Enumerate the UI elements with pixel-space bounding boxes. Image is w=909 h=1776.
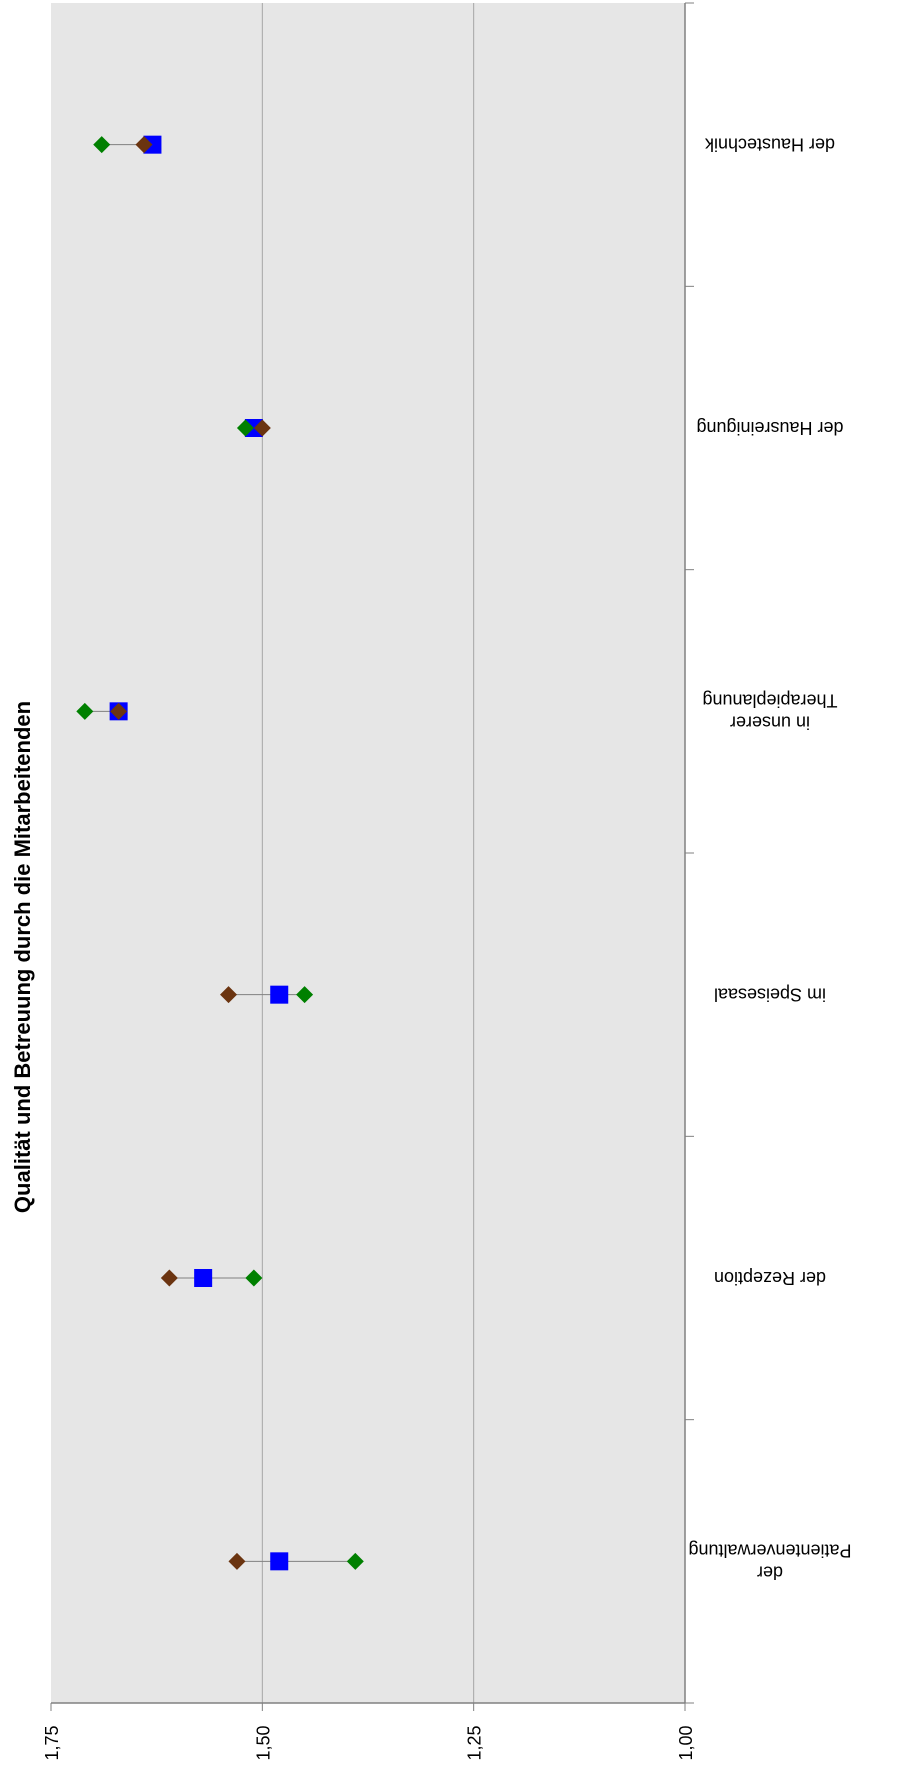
diamond-point [245,1269,263,1287]
diamond-point [135,136,153,154]
category-label: im Speisesaal [714,985,826,1005]
category-label-line: der Rezeption [714,1268,826,1288]
category-label: der Rezeption [714,1268,826,1288]
category-label-line: Therapieplanung [702,690,837,710]
diamond-point [93,136,111,154]
category-label: in unsererTherapieplanung [702,690,837,732]
diamond-point [160,1269,178,1287]
category-label-line: der Hausreinigung [696,418,843,438]
category-axis-ticks [685,2,694,1704]
diamond-point [110,702,128,720]
diamond-point [296,986,314,1004]
gridlines [261,3,475,1703]
diamond-point [346,1552,364,1570]
category-label-line: Patientenverwaltung [688,1540,851,1560]
square-point [194,1269,213,1287]
diamond-point [220,986,238,1004]
value-tick-label: 1,50 [253,1725,273,1760]
diamond-point [76,702,94,720]
value-tick-label: 1,25 [465,1725,485,1760]
category-label: der Hausreinigung [696,418,843,438]
diamond-point [253,419,271,437]
category-label: derPatientenverwaltung [688,1540,851,1582]
category-label-line: in unserer [730,712,810,732]
category-label-line: der Haustechnik [704,135,835,155]
category-label-line: der [757,1562,783,1582]
square-point [270,1552,289,1571]
square-point [270,985,289,1004]
category-label-line: im Speisesaal [714,985,826,1005]
diamond-point [228,1552,246,1570]
value-axis-ticks: 1,00 1,25 1,50 1,75 [42,1703,696,1761]
chart-title: Qualität und Betreuung durch die Mitarbe… [10,701,35,1213]
value-tick-label: 1,75 [42,1725,62,1760]
category-labels: derPatientenverwaltung der Rezeption im Sp… [688,135,851,1583]
plot-area [51,3,685,1703]
diamond-point [236,419,254,437]
data-points [76,135,364,1571]
category-label: der Haustechnik [704,135,835,155]
value-tick-label: 1,00 [676,1725,696,1760]
